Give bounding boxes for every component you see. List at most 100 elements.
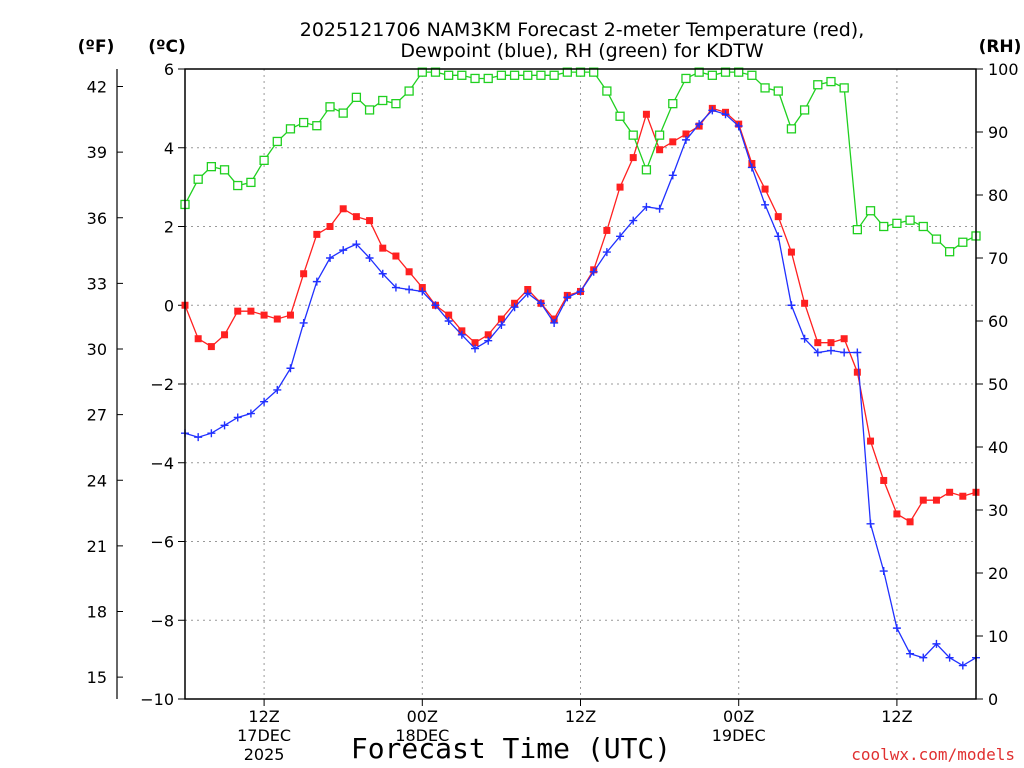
dewpoint-point bbox=[484, 336, 493, 345]
relative-humidity-point bbox=[378, 95, 388, 106]
temperature-point bbox=[669, 138, 677, 146]
dewpoint-point bbox=[747, 163, 756, 172]
relative-humidity-point bbox=[364, 105, 375, 115]
relative-humidity-point bbox=[233, 180, 243, 191]
dewpoint-point bbox=[616, 232, 625, 241]
relative-humidity-point bbox=[562, 67, 572, 77]
celsius-tick-label: 0 bbox=[164, 296, 174, 315]
dewpoint-point bbox=[550, 318, 559, 327]
temperature-point bbox=[392, 252, 400, 260]
relative-humidity-point bbox=[839, 83, 849, 93]
relative-humidity-point bbox=[852, 224, 862, 235]
dewpoint-point bbox=[431, 301, 440, 310]
rh-tick-label: 20 bbox=[988, 564, 1008, 583]
dewpoint-point bbox=[655, 204, 664, 213]
relative-humidity-point bbox=[734, 67, 744, 77]
temperature-point bbox=[273, 315, 281, 323]
dewpoint-point bbox=[352, 240, 361, 249]
celsius-tick-label: −4 bbox=[150, 454, 174, 473]
relative-humidity-point bbox=[602, 86, 612, 96]
dewpoint-point bbox=[194, 433, 203, 442]
relative-humidity-point bbox=[641, 165, 652, 175]
dewpoint-point bbox=[378, 269, 387, 278]
x-tick-label-date: 19DEC bbox=[712, 726, 766, 745]
temperature-point bbox=[352, 213, 360, 221]
rh-axis-unit: (RH) bbox=[979, 37, 1022, 57]
x-tick-label-time: 00Z bbox=[407, 707, 438, 726]
temperature-point bbox=[919, 496, 927, 504]
credit-text: coolwx.com/models bbox=[851, 745, 1015, 764]
grid-lines bbox=[185, 69, 976, 699]
dewpoint-point bbox=[497, 320, 506, 329]
chart-title-line2: Dewpoint (blue), RH (green) for KDTW bbox=[400, 40, 763, 62]
dewpoint-point bbox=[734, 122, 743, 131]
temperature-point bbox=[300, 270, 308, 278]
dewpoint-point bbox=[761, 200, 770, 209]
temperature-point bbox=[840, 335, 848, 343]
relative-humidity-point bbox=[760, 83, 770, 93]
celsius-tick-label: 6 bbox=[164, 60, 174, 79]
dewpoint-point bbox=[589, 267, 598, 276]
temperature-point bbox=[629, 154, 637, 162]
temperature-point bbox=[405, 268, 413, 276]
dewpoint-point bbox=[919, 653, 928, 662]
temperature-point bbox=[603, 226, 611, 234]
fahrenheit-tick-label: 42 bbox=[87, 78, 107, 97]
relative-humidity-point bbox=[325, 102, 335, 112]
relative-humidity-point bbox=[879, 221, 889, 232]
chart-title-line1: 2025121706 NAM3KM Forecast 2-meter Tempe… bbox=[300, 19, 864, 41]
dewpoint-point bbox=[853, 348, 862, 357]
temperature-point bbox=[221, 331, 229, 339]
fahrenheit-tick-label: 30 bbox=[87, 340, 107, 359]
relative-humidity-point bbox=[391, 99, 401, 109]
dewpoint-point bbox=[233, 413, 242, 422]
dewpoint-point bbox=[602, 248, 611, 257]
rh-tick-label: 80 bbox=[988, 186, 1008, 205]
dewpoint-point bbox=[826, 346, 835, 355]
axes: 15182124273033363942−10−8−6−4−2024601020… bbox=[87, 60, 1019, 764]
rh-tick-label: 40 bbox=[988, 438, 1008, 457]
dewpoint-point bbox=[471, 344, 480, 353]
dewpoint-point bbox=[299, 318, 308, 327]
temperature-point bbox=[339, 205, 347, 213]
data-series bbox=[180, 67, 981, 670]
dewpoint-point bbox=[536, 299, 545, 308]
relative-humidity-point bbox=[338, 108, 348, 118]
relative-humidity-point bbox=[826, 76, 836, 87]
temperature-point bbox=[827, 339, 835, 347]
temperature-point bbox=[326, 223, 334, 230]
dewpoint-point bbox=[906, 649, 915, 658]
celsius-tick-label: −6 bbox=[150, 533, 174, 552]
relative-humidity-point bbox=[575, 67, 586, 77]
dewpoint-point bbox=[273, 385, 282, 394]
relative-humidity-point bbox=[404, 86, 414, 96]
fahrenheit-tick-label: 24 bbox=[87, 471, 107, 490]
relative-humidity-point bbox=[272, 136, 282, 147]
fahrenheit-axis-unit: (ºF) bbox=[78, 37, 115, 57]
fahrenheit-tick-label: 39 bbox=[87, 143, 107, 162]
temperature-point bbox=[497, 315, 505, 323]
temperature-point bbox=[893, 510, 901, 518]
dewpoint-point bbox=[774, 232, 783, 241]
dewpoint-point bbox=[695, 120, 704, 129]
dewpoint-point bbox=[629, 216, 638, 225]
dewpoint-point bbox=[339, 246, 348, 255]
temperature-point bbox=[286, 311, 294, 319]
relative-humidity-point bbox=[668, 99, 678, 109]
fahrenheit-tick-label: 15 bbox=[87, 668, 107, 687]
x-tick-label-time: 12Z bbox=[565, 707, 596, 726]
relative-humidity-point bbox=[720, 67, 731, 77]
dewpoint-point bbox=[510, 303, 519, 312]
dewpoint-point bbox=[721, 110, 730, 119]
relative-humidity-point bbox=[865, 206, 876, 216]
x-tick-label-time: 12Z bbox=[881, 707, 912, 726]
relative-humidity-point bbox=[681, 73, 691, 84]
dewpoint-point bbox=[405, 285, 414, 294]
relative-humidity-point bbox=[470, 73, 480, 84]
relative-humidity-point bbox=[615, 111, 625, 121]
relative-humidity-point bbox=[206, 161, 217, 172]
relative-humidity-point bbox=[298, 117, 309, 128]
temperature-point bbox=[642, 110, 650, 118]
relative-humidity-point bbox=[931, 234, 942, 244]
